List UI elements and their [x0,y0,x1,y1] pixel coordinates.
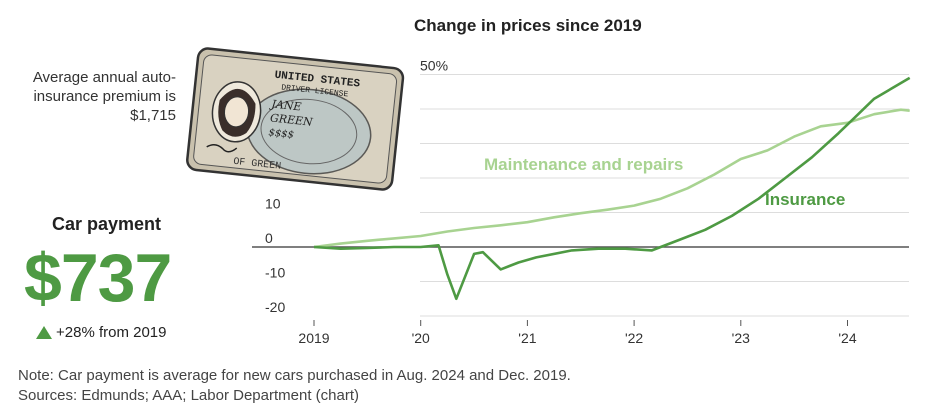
series-annotations: Maintenance and repairs Insurance [484,155,845,209]
car-payment-change: +28% from 2019 [36,324,167,341]
license-bottom-text: OF GREEN [233,157,282,173]
license-first-name: JANE [269,97,302,113]
premium-note: Average annual auto-insurance premium is… [32,69,176,124]
y-tick-label: 0 [265,230,273,246]
drivers-license-illustration: UNITED STATES DRIVER LICENSE JANE GREEN … [186,47,405,191]
footnote-note: Note: Car payment is average for new car… [18,367,571,384]
y-tick-label: -10 [265,265,285,281]
y-tick-label: 50% [420,58,448,74]
x-axis-ticks: 2019 '20 '21 '22 '23 '24 [298,320,857,346]
series-label-insurance: Insurance [765,190,845,209]
footnote-sources: Sources: Edmunds; AAA; Labor Department … [18,387,359,404]
y-tick-label: -20 [265,299,285,315]
x-tick-label: '24 [838,330,856,346]
y-tick-label: 10 [265,196,281,212]
car-payment-value: $737 [24,240,172,316]
up-triangle-icon [36,326,52,339]
footnote: Note: Car payment is average for new car… [18,366,571,406]
license-last-name: GREEN [269,111,313,128]
x-tick-label: '21 [518,330,536,346]
x-tick-label: '22 [625,330,643,346]
license-money: $$$$ [268,127,294,141]
series-label-maintenance: Maintenance and repairs [484,155,683,174]
x-tick-label: '23 [732,330,750,346]
series-lines [313,76,911,301]
car-payment-change-text: +28% from 2019 [56,324,167,341]
car-payment-label: Car payment [52,214,162,234]
x-tick-label: '20 [412,330,430,346]
chart-title: Change in prices since 2019 [414,16,642,35]
x-tick-label: 2019 [298,330,329,346]
series-line-insurance [313,76,911,301]
series-line-maintenance-and-repairs [313,108,910,249]
